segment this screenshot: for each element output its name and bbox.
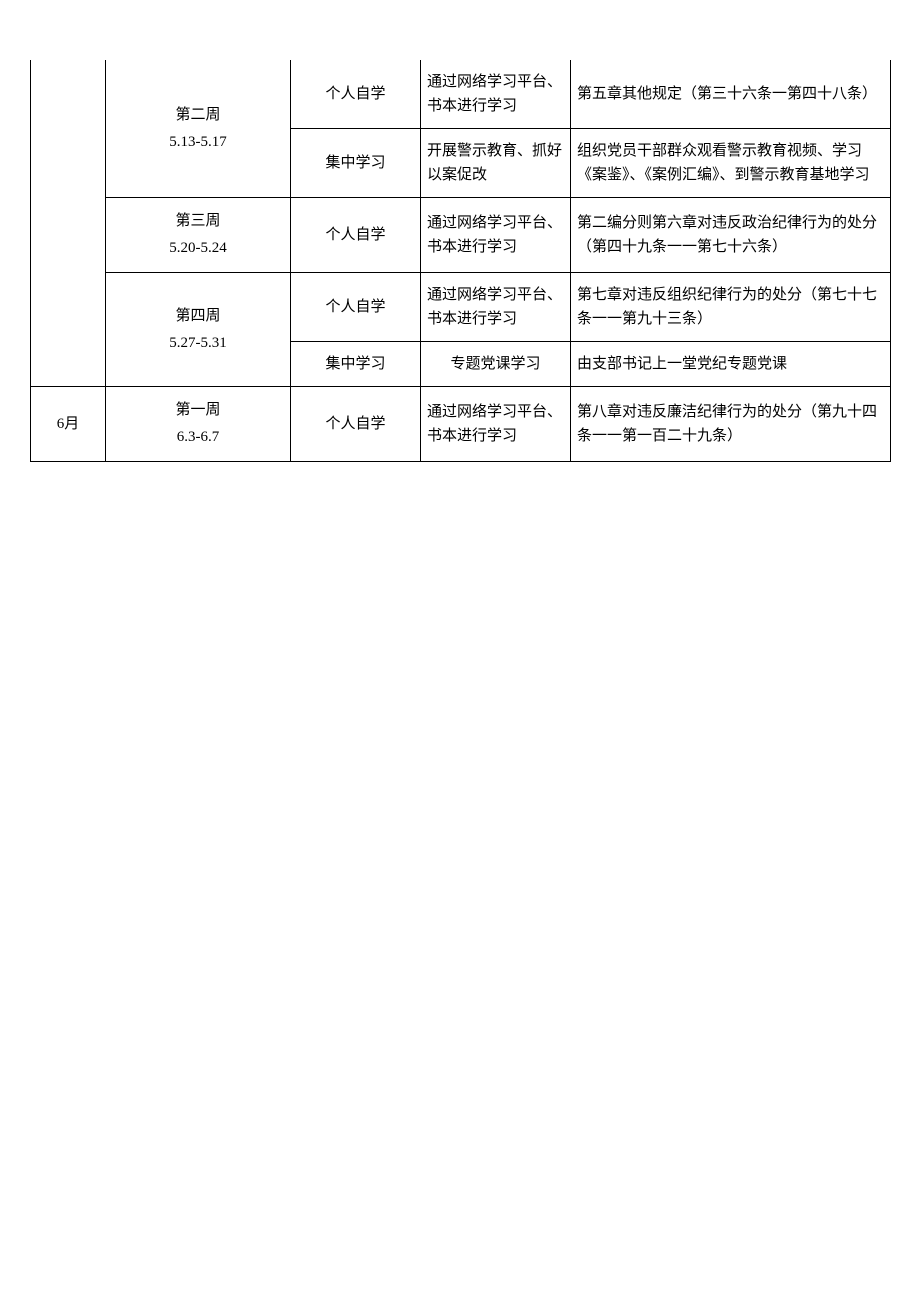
table-row: 第三周 5.20-5.24 个人自学 通过网络学习平台、书本进行学习 第二编分则… (31, 198, 891, 273)
type-cell: 集中学习 (291, 129, 421, 198)
week-title: 第二周 (112, 102, 284, 129)
method-cell: 通过网络学习平台、书本进行学习 (421, 198, 571, 273)
method-cell: 通过网络学习平台、书本进行学习 (421, 273, 571, 342)
content-cell: 第八章对违反廉洁纪律行为的处分（第九十四条一一第一百二十九条） (571, 387, 891, 462)
week-dates: 5.20-5.24 (112, 235, 284, 262)
content-cell: 由支部书记上一堂党纪专题党课 (571, 342, 891, 387)
method-cell: 通过网络学习平台、书本进行学习 (421, 60, 571, 129)
table-row: 第二周 5.13-5.17 个人自学 通过网络学习平台、书本进行学习 第五章其他… (31, 60, 891, 129)
month-cell (31, 60, 106, 387)
month-cell: 6月 (31, 387, 106, 462)
type-cell: 个人自学 (291, 273, 421, 342)
type-cell: 个人自学 (291, 198, 421, 273)
method-cell: 开展警示教育、抓好以案促改 (421, 129, 571, 198)
type-cell: 个人自学 (291, 387, 421, 462)
method-cell: 专题党课学习 (421, 342, 571, 387)
schedule-table: 第二周 5.13-5.17 个人自学 通过网络学习平台、书本进行学习 第五章其他… (30, 60, 891, 462)
week-title: 第四周 (112, 303, 284, 330)
week-dates: 5.27-5.31 (112, 330, 284, 357)
week-cell: 第二周 5.13-5.17 (106, 60, 291, 198)
week-dates: 5.13-5.17 (112, 129, 284, 156)
week-cell: 第四周 5.27-5.31 (106, 273, 291, 387)
content-cell: 组织党员干部群众观看警示教育视频、学习《案鉴》、《案例汇编》、到警示教育基地学习 (571, 129, 891, 198)
table-row: 6月 第一周 6.3-6.7 个人自学 通过网络学习平台、书本进行学习 第八章对… (31, 387, 891, 462)
week-cell: 第三周 5.20-5.24 (106, 198, 291, 273)
week-title: 第三周 (112, 208, 284, 235)
content-cell: 第七章对违反组织纪律行为的处分（第七十七条一一第九十三条） (571, 273, 891, 342)
type-cell: 集中学习 (291, 342, 421, 387)
week-title: 第一周 (112, 397, 284, 424)
method-cell: 通过网络学习平台、书本进行学习 (421, 387, 571, 462)
table-row: 第四周 5.27-5.31 个人自学 通过网络学习平台、书本进行学习 第七章对违… (31, 273, 891, 342)
content-cell: 第五章其他规定（第三十六条一第四十八条） (571, 60, 891, 129)
content-cell: 第二编分则第六章对违反政治纪律行为的处分（第四十九条一一第七十六条） (571, 198, 891, 273)
week-dates: 6.3-6.7 (112, 424, 284, 451)
type-cell: 个人自学 (291, 60, 421, 129)
week-cell: 第一周 6.3-6.7 (106, 387, 291, 462)
